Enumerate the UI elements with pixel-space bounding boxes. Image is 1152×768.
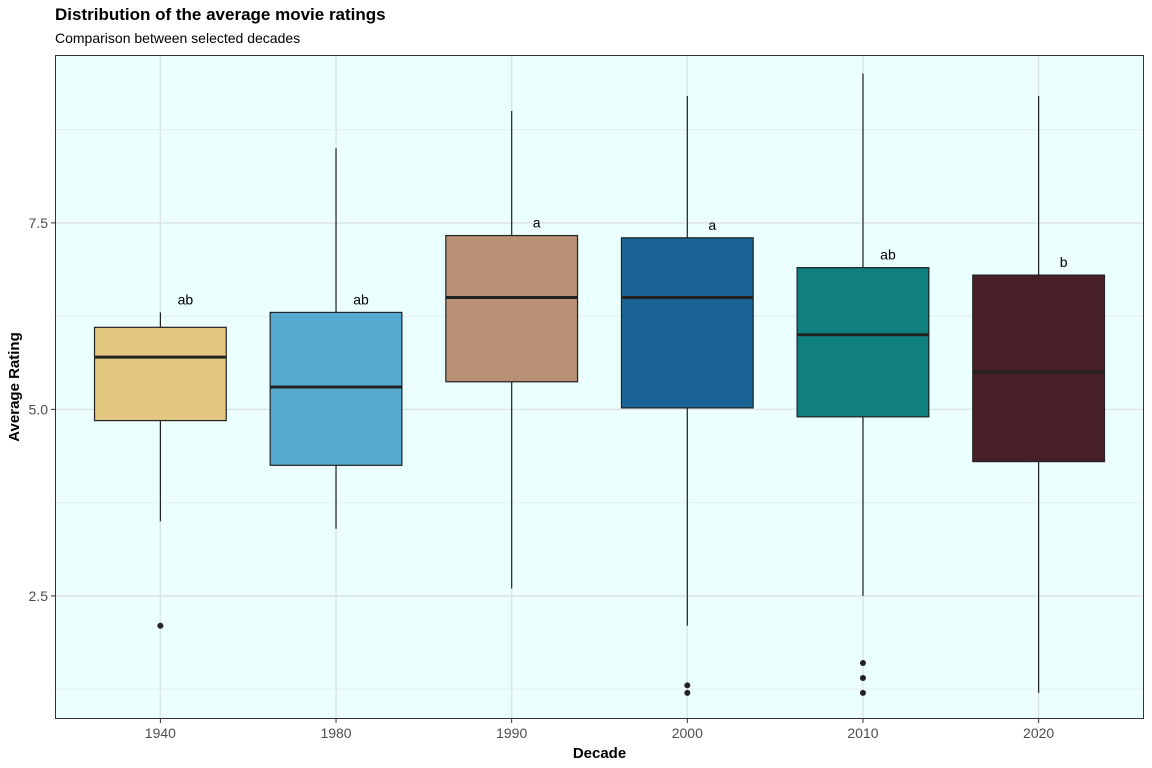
x-tick-label: 2010 — [847, 725, 878, 741]
x-axis-title: Decade — [573, 745, 626, 762]
y-axis-title: Average Rating — [6, 332, 23, 441]
box-2020: b — [972, 96, 1106, 693]
y-tick-label: 7.5 — [29, 215, 49, 231]
box-body — [972, 274, 1106, 463]
x-tick-label: 1990 — [496, 725, 527, 741]
boxes-layer: ab ab a a ab b — [93, 73, 1106, 696]
box-2000: a — [620, 96, 754, 696]
box-body — [93, 326, 227, 422]
plot-border — [55, 55, 1144, 719]
outlier-point — [684, 689, 691, 696]
y-tick-label: 5.0 — [29, 401, 49, 417]
group-letter-label: a — [533, 215, 541, 231]
x-tick-label: 1940 — [145, 725, 176, 741]
box-2010: ab — [796, 73, 930, 696]
outlier-point — [859, 674, 866, 681]
outlier-point — [157, 622, 164, 629]
group-letter-label: b — [1060, 254, 1068, 270]
axes-layer: 2.5 5.0 7.5 1940 1980 1990 2000 2010 2020 — [29, 215, 1055, 741]
box-body — [269, 311, 403, 466]
box-body — [796, 267, 930, 418]
box-body — [445, 234, 579, 383]
box-1980: ab — [269, 148, 403, 529]
group-letter-label: a — [708, 217, 716, 233]
box-body — [620, 237, 754, 409]
plot-panel — [55, 55, 1144, 719]
x-tick-label: 2000 — [672, 725, 703, 741]
group-letter-label: ab — [880, 247, 896, 263]
box-1990: a — [445, 110, 579, 589]
x-tick-label: 2020 — [1023, 725, 1054, 741]
x-tick-label: 1980 — [320, 725, 351, 741]
outlier-point — [859, 660, 866, 667]
chart-subtitle: Comparison between selected decades — [55, 30, 301, 46]
group-letter-label: ab — [353, 291, 369, 307]
group-letter-label: ab — [178, 291, 194, 307]
outlier-point — [684, 682, 691, 689]
outlier-point — [859, 689, 866, 696]
y-tick-label: 2.5 — [29, 588, 49, 604]
chart-title: Distribution of the average movie rating… — [55, 5, 386, 24]
box-1940: ab — [93, 291, 227, 629]
